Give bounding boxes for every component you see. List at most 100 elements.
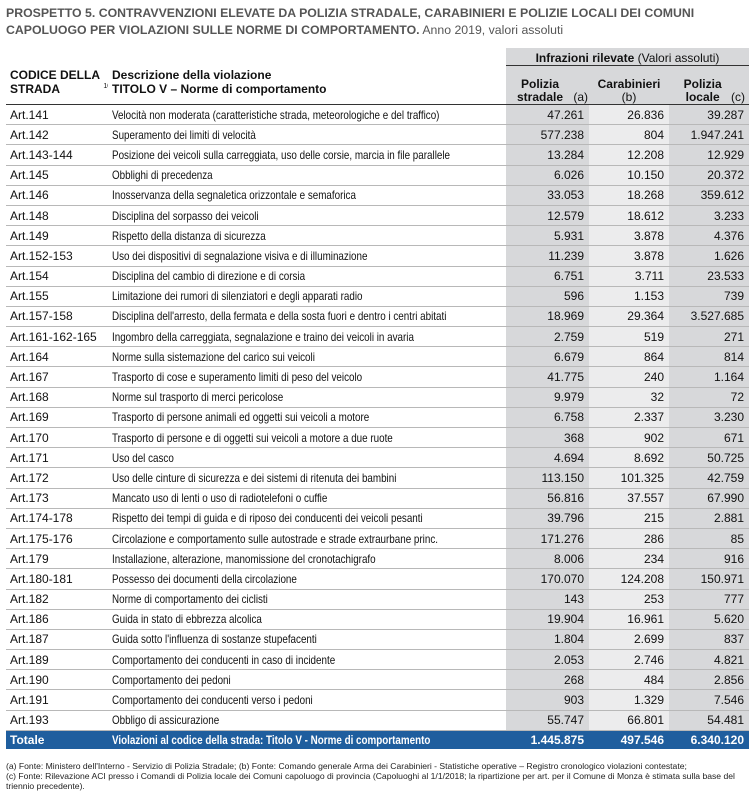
- value-cell: 4.376: [669, 225, 749, 247]
- value-cell: 268: [506, 669, 589, 691]
- value-cell-text: 1.947.241: [690, 127, 744, 142]
- col-a-header: Polizia stradale (a): [506, 65, 589, 105]
- desc-cell: Obbligo di assicurazione: [108, 710, 506, 731]
- value-cell: 1.445.875: [506, 730, 589, 749]
- value-cell: 271: [669, 326, 749, 348]
- col-b-text: Carabinieri: [597, 77, 661, 91]
- value-cell-text: 6.751: [553, 269, 584, 284]
- value-cell: 18.612: [589, 205, 669, 227]
- desc-cell: Norme sul trasporto di merci pericolose: [108, 387, 506, 408]
- col-a-note: (a): [573, 90, 589, 104]
- code-cell-text: Art.169: [10, 410, 49, 425]
- value-cell-text: 2.881: [713, 511, 744, 526]
- value-cell-text: 41.775: [547, 370, 584, 385]
- code-cell-text: Art.193: [10, 713, 49, 728]
- title: PROSPETTO 5. CONTRAVVENZIONI ELEVATE DA …: [6, 5, 744, 39]
- code-cell-text: Art.154: [10, 269, 49, 284]
- desc-cell-text: Norme sul trasporto di merci pericolose: [112, 390, 284, 405]
- value-cell: 55.747: [506, 710, 589, 731]
- value-cell-text: 2.337: [633, 410, 664, 425]
- value-cell: 2.881: [669, 508, 749, 529]
- value-cell: 66.801: [589, 710, 669, 731]
- table-row: Art.190 Comportamento dei pedoni 268 484 2.8…: [6, 669, 749, 691]
- code-cell-text: Art.191: [10, 693, 49, 708]
- value-cell: 33.053: [506, 185, 589, 206]
- value-cell-text: 3.878: [633, 228, 664, 243]
- value-cell-text: 6.340.120: [690, 732, 744, 747]
- value-cell: 6.026: [506, 165, 589, 186]
- code-cell-text: Art.146: [10, 188, 49, 203]
- code-cell: Art.152-153: [6, 245, 108, 267]
- desc-cell-text: Velocità non moderata (caratteristiche s…: [112, 107, 440, 122]
- value-cell: 32: [589, 387, 669, 408]
- code-cell-text: Art.187: [10, 632, 49, 647]
- code-cell: Art.171: [6, 447, 108, 469]
- total-row: Totale Violazioni al codice della strada:…: [6, 730, 749, 749]
- desc-cell-text: Trasporto di persone e di oggetti sui ve…: [112, 430, 393, 445]
- table-row: Art.186 Guida in stato di ebbrezza alcoli…: [6, 609, 749, 630]
- value-cell-text: 39.287: [707, 107, 744, 122]
- value-cell: 171.276: [506, 528, 589, 550]
- desc-cell: Trasporto di persone e di oggetti sui ve…: [108, 427, 506, 449]
- value-cell-text: 66.801: [627, 713, 664, 728]
- value-cell-text: 4.376: [713, 228, 744, 243]
- value-cell-text: 8.006: [553, 551, 584, 566]
- value-cell-text: 268: [563, 672, 584, 687]
- value-cell: 2.053: [506, 649, 589, 671]
- value-cell: 11.239: [506, 245, 589, 267]
- table-row: Art.143-144 Posizione dei veicoli sulla c…: [6, 144, 749, 166]
- desc-header-sub: TITOLO V – Norme di comportamento: [112, 82, 327, 96]
- code-cell-text: Art.186: [10, 612, 49, 627]
- table-row: Art.180-181 Possesso dei documenti della …: [6, 568, 749, 590]
- code-cell: Art.148: [6, 205, 108, 227]
- value-cell-text: 240: [643, 370, 664, 385]
- value-cell-text: 29.364: [627, 309, 664, 324]
- col-c-note: (c): [731, 90, 745, 104]
- table-row: Art.193 Obbligo di assicurazione 55.747 66.…: [6, 710, 749, 731]
- col-c-header: Polizia locale (c): [669, 65, 749, 105]
- value-cell-text: 11.239: [548, 248, 584, 263]
- footnotes: (a) Fonte: Ministero dell'Interno - Serv…: [6, 761, 746, 791]
- value-cell: 3.711: [589, 266, 669, 287]
- value-cell-text: 8.692: [633, 450, 664, 465]
- value-cell-text: 3.233: [713, 208, 744, 223]
- value-cell: 170.070: [506, 568, 589, 590]
- value-cell-text: 519: [643, 329, 664, 344]
- value-cell: 903: [506, 689, 589, 711]
- code-cell: Art.179: [6, 548, 108, 570]
- value-cell-text: 1.164: [713, 370, 744, 385]
- value-cell-text: 67.990: [707, 491, 744, 506]
- desc-cell-text: Norme sulla sistemazione del carico sui …: [112, 349, 315, 364]
- code-cell-text: Art.171: [10, 450, 49, 465]
- code-cell-text: Art.155: [10, 289, 49, 304]
- desc-cell: Rispetto dei tempi di guida e di riposo …: [108, 508, 506, 529]
- value-cell: 2.337: [589, 407, 669, 429]
- desc-cell-text: Comportamento dei conducenti in caso di …: [112, 652, 336, 667]
- desc-cell-text: Disciplina dell'arresto, della fermata e…: [112, 309, 447, 324]
- code-cell: Art.145: [6, 165, 108, 186]
- value-cell: 3.878: [589, 245, 669, 267]
- desc-cell: Disciplina del sorpasso dei veicoli: [108, 205, 506, 227]
- desc-cell: Uso dei dispositivi di segnalazione visi…: [108, 245, 506, 267]
- code-cell-text: Art.189: [10, 652, 49, 667]
- value-cell-text: 143: [563, 592, 584, 607]
- value-cell: 837: [669, 629, 749, 651]
- group-note: (Valori assoluti): [637, 51, 720, 65]
- desc-cell-text: Circolazione e comportamento sulle autos…: [112, 531, 438, 546]
- desc-header-text: Descrizione della violazione: [112, 68, 272, 82]
- value-cell-text: 12.929: [707, 147, 744, 162]
- value-cell-text: 1.626: [713, 248, 744, 263]
- desc-cell: Mancato uso di lenti o uso di radiotelef…: [108, 488, 506, 509]
- code-cell: Art.189: [6, 649, 108, 671]
- desc-cell: Possesso dei documenti della circolazion…: [108, 568, 506, 590]
- value-cell: 484: [589, 669, 669, 691]
- value-cell-text: 3.711: [634, 269, 664, 284]
- value-cell-text: 5.931: [553, 228, 584, 243]
- subheader-row: Polizia stradale (a) Carabinieri (b) Poli…: [6, 65, 749, 105]
- desc-cell: Norme sulla sistemazione del carico sui …: [108, 346, 506, 368]
- value-cell-text: 6.758: [553, 410, 584, 425]
- value-cell-text: 4.694: [553, 450, 584, 465]
- value-cell: 54.481: [669, 710, 749, 731]
- code-cell: Totale: [6, 730, 108, 749]
- footnote: (c) Fonte: Rilevazione ACI presso i Coma…: [6, 771, 735, 791]
